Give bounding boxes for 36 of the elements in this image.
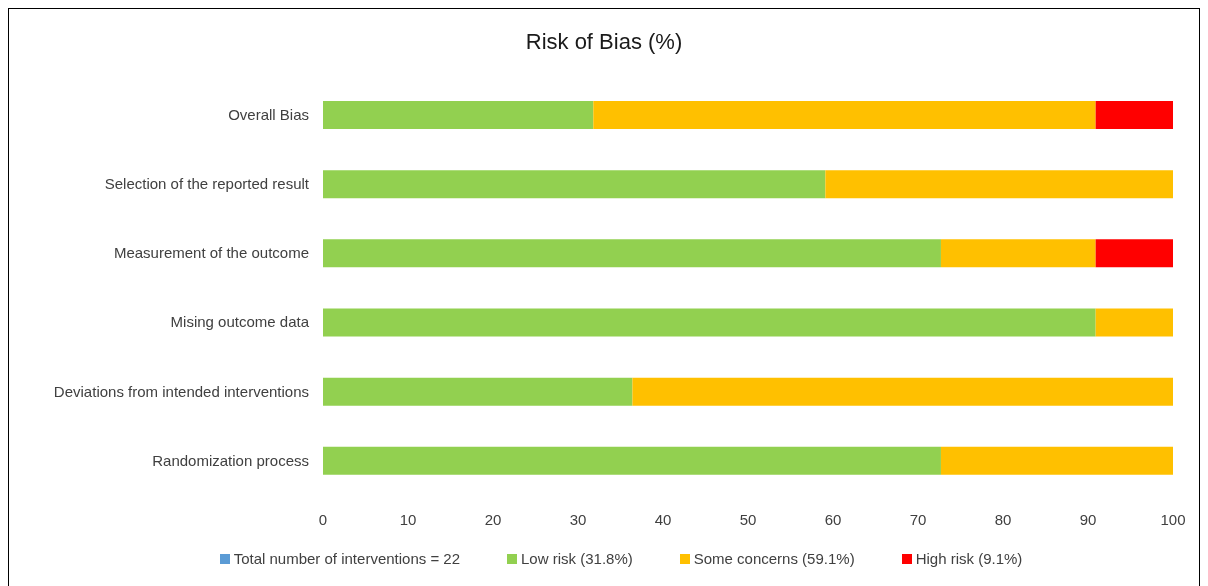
bar	[323, 446, 941, 475]
x-tick-label: 50	[739, 510, 757, 528]
bar	[1095, 308, 1173, 337]
y-tick-label: Deviations from intended interventions	[53, 382, 309, 400]
x-tick-label: 60	[824, 510, 842, 528]
x-tick-label: 80	[994, 510, 1012, 528]
legend-label: Total number of interventions = 22	[233, 549, 461, 569]
x-tick-label: 10	[399, 510, 417, 528]
bar	[323, 239, 941, 268]
bar	[825, 170, 1173, 199]
bar	[940, 446, 1173, 475]
x-tick-label: 70	[909, 510, 927, 528]
bar	[323, 101, 594, 129]
y-tick-label: Mising outcome data	[170, 313, 310, 331]
legend-label: Some concerns (59.1%)	[693, 549, 855, 569]
chart-title: Risk of Bias (%)	[525, 29, 683, 54]
bar	[323, 308, 1096, 337]
bar	[593, 101, 1096, 129]
y-tick-label: Selection of the reported result	[104, 175, 310, 193]
x-tick-label: 20	[484, 510, 502, 528]
legend-label: High risk (9.1%)	[915, 549, 1023, 569]
x-tick-label: 40	[654, 510, 672, 528]
bar	[1095, 239, 1173, 268]
x-tick-label: 30	[569, 510, 587, 528]
x-tick-label: 0	[318, 510, 328, 528]
y-tick-label: Measurement of the outcome	[113, 244, 309, 262]
bar	[323, 377, 633, 406]
legend-label: Low risk (31.8%)	[521, 549, 633, 569]
bar	[940, 239, 1096, 268]
bar	[323, 170, 826, 199]
x-tick-label: 90	[1079, 510, 1097, 528]
y-tick-label: Randomization process	[152, 451, 309, 469]
bar	[1095, 101, 1173, 129]
y-tick-label: Overall Bias	[228, 105, 309, 123]
x-tick-label: 100	[1160, 510, 1186, 528]
bar	[632, 377, 1173, 406]
